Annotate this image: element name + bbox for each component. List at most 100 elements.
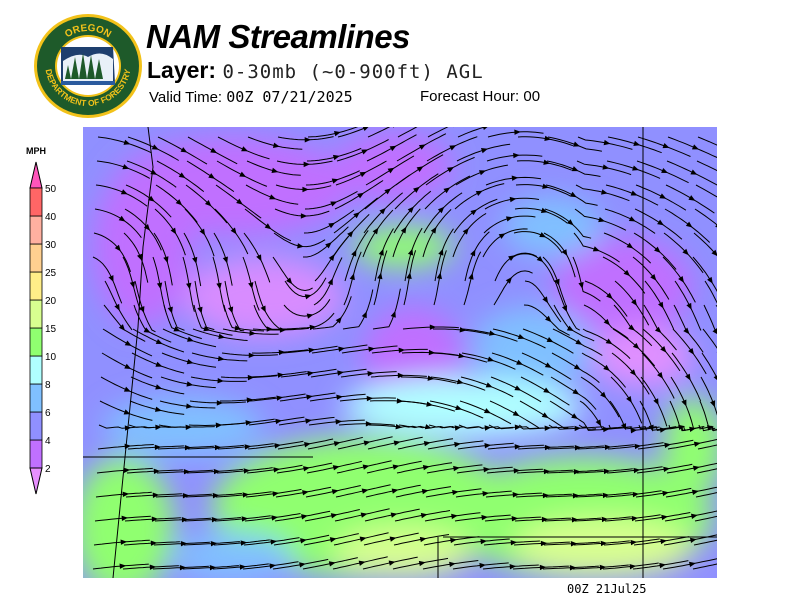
streamline-arrow [480, 148, 488, 154]
streamline-arrow [592, 246, 600, 252]
streamline-arrow [600, 540, 608, 547]
streamline-arrow [216, 282, 222, 290]
streamline-arrow [150, 540, 158, 546]
streamline-arrow [183, 469, 191, 475]
streamline-arrow [659, 427, 667, 433]
streamline-arrow [279, 327, 287, 333]
streamline-arrow [628, 324, 636, 331]
streamline-arrow [366, 395, 374, 402]
streamline-arrow [272, 142, 280, 148]
streamline-arrow [572, 388, 580, 395]
streamline [692, 563, 717, 570]
streamline-arrow [361, 488, 369, 494]
streamline-arrow [688, 195, 696, 201]
streamline-arrow [707, 276, 713, 284]
streamline-arrow [542, 492, 550, 499]
streamline-arrow [271, 515, 279, 521]
streamline-arrow [545, 315, 552, 323]
streamline-arrow [269, 563, 277, 569]
streamline [694, 515, 717, 522]
streamline-arrow [692, 465, 700, 471]
streamline-arrow [539, 564, 547, 571]
streamline-arrow [378, 248, 384, 256]
streamline-arrow [353, 212, 360, 219]
streamline-arrow [578, 282, 584, 289]
streamline-arrow [236, 198, 243, 205]
streamline-arrow [482, 490, 490, 497]
streamline-arrow [454, 425, 462, 431]
streamline-arrow [338, 346, 345, 352]
streamline-arrow [632, 491, 640, 498]
streamline-arrow [216, 400, 224, 406]
streamline-arrow [276, 395, 284, 401]
streamline-arrow [599, 564, 607, 571]
streamline-arrow [570, 541, 578, 547]
streamline-arrow [359, 536, 367, 542]
streamline-arrow [337, 370, 344, 376]
streamline-arrow [299, 562, 306, 568]
streamline-arrow [215, 422, 223, 428]
svg-text:OREGON: OREGON [63, 23, 113, 40]
streamline-arrow [358, 560, 366, 566]
legend-tick-label: 30 [45, 240, 57, 251]
streamline-arrow [595, 419, 602, 427]
legend-swatch [29, 411, 43, 441]
streamline-arrow [430, 226, 437, 234]
streamline-arrow [423, 440, 431, 447]
streamline-arrow [270, 539, 278, 545]
streamline-arrow [482, 127, 488, 131]
streamline-arrow [124, 340, 132, 346]
streamline-arrow [124, 363, 132, 369]
streamline-arrow [407, 206, 414, 214]
streamline-arrow [543, 159, 551, 165]
streamline-arrow [197, 306, 203, 314]
streamline-arrow [123, 386, 131, 392]
streamline-arrow [186, 282, 192, 290]
streamline-arrow [203, 326, 211, 332]
streamline-arrow [407, 248, 414, 256]
streamline-arrow [335, 419, 343, 425]
streamline-arrow [479, 562, 487, 569]
streamline-arrow [632, 165, 640, 171]
streamline-arrow [516, 359, 524, 365]
streamline-arrow [710, 400, 716, 408]
streamline-arrow [245, 420, 253, 426]
streamline-arrow [544, 362, 552, 368]
streamline [698, 424, 717, 431]
streamline-arrow [634, 443, 642, 450]
streamline-arrow [365, 421, 373, 427]
streamline-arrow [505, 277, 512, 284]
streamline-arrow [422, 464, 430, 471]
streamline-arrow [629, 369, 637, 376]
streamline-arrow [569, 191, 577, 198]
streamline-arrow [325, 242, 332, 249]
streamline-arrow [685, 373, 691, 381]
streamline-arrow [454, 441, 461, 448]
streamline-arrow [683, 327, 690, 335]
streamline-arrow [273, 467, 281, 473]
streamline-arrow [542, 183, 550, 189]
streamline-arrow [509, 196, 517, 203]
streamline-arrow [173, 326, 181, 332]
streamline-arrow [600, 391, 607, 399]
streamline-arrow [393, 440, 401, 446]
streamline-arrow [362, 464, 370, 470]
streamline-arrow [333, 131, 341, 137]
streamline-arrow [429, 324, 437, 330]
legend-tick-label: 15 [45, 324, 57, 335]
streamline-arrow [660, 345, 667, 353]
streamline-arrow [631, 299, 638, 306]
streamline-arrow [573, 364, 581, 370]
streamline-arrow [247, 374, 255, 381]
streamline-arrow [218, 333, 226, 340]
legend-tick-label: 8 [45, 380, 51, 391]
streamline-arrow [542, 296, 549, 304]
streamline-arrow [300, 213, 308, 219]
streamline-arrow [139, 306, 145, 314]
streamline-arrow [626, 242, 634, 249]
legend-tick-label: 40 [45, 212, 57, 223]
streamline-arrow [179, 565, 187, 571]
forecast-hour: Forecast Hour: 00 [420, 88, 540, 105]
streamline-arrow [272, 491, 280, 497]
streamline-arrow [484, 425, 492, 431]
